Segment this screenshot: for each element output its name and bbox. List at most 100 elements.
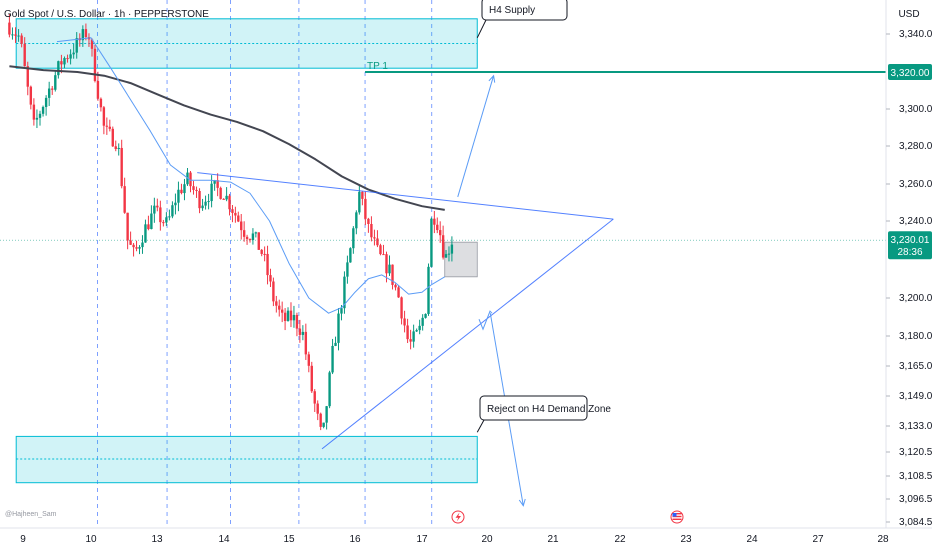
candles [8,13,454,431]
candle-body-33 [108,126,112,129]
candle-body-50 [159,207,162,223]
current-price-tag [888,231,932,260]
candle-body-88 [272,281,275,302]
time-tick-label-0: 9 [20,534,26,545]
price-tick-label-5: 3,200.00 [899,293,932,304]
candle-body-137 [418,325,421,331]
candle-body-9 [35,117,39,120]
time-tick-label-1: 10 [85,534,97,545]
price-axis-ticks[interactable]: 3,340.00 3,300.00 3,280.00 3,260.00 3,240.00… [886,29,932,528]
callouts: H4 Supply Reject on H4 Demand Zone [476,0,611,433]
candle-body-114 [349,248,352,263]
candle-body-10 [38,113,42,118]
candle-body-43 [138,247,141,249]
candle-body-131 [400,297,403,319]
price-tick-label-4: 3,240.00 [899,216,932,227]
candle-body-89 [275,301,278,306]
time-axis-ticks[interactable]: 9 10 13 14 15 16 17 20 21 22 23 24 27 28 [20,534,889,545]
candle-body-106 [325,406,328,423]
time-tick-label-6: 17 [416,534,428,545]
candle-body-112 [343,276,346,309]
current-price-label: 3,230.01 [891,235,930,246]
candle-body-58 [183,184,186,194]
current-price-countdown: 28:36 [897,247,922,258]
candle-body-143 [436,224,439,231]
candle-body-8 [32,104,36,120]
candle-body-80 [248,239,252,241]
candle-body-133 [406,325,409,340]
drawings: TP 1 [197,61,886,507]
candle-body-49 [156,205,159,208]
candle-body-38 [123,186,126,213]
price-axis-background [886,0,932,528]
time-tick-label-4: 15 [283,534,295,545]
candle-body-0 [8,22,11,35]
currency-label: USD [898,9,919,20]
candle-body-146 [444,254,448,258]
candle-body-64 [201,205,204,209]
candle-body-71 [222,198,225,200]
candle-body-6 [26,66,29,87]
candle-body-21 [72,52,75,55]
candle-body-51 [162,222,165,224]
projection-arrowhead-bear-path [518,498,526,507]
candle-body-115 [352,228,355,249]
candle-body-41 [132,244,135,248]
candle-body-19 [66,58,69,60]
candle-body-65 [204,201,207,206]
candle-body-55 [174,202,177,206]
candle-body-68 [213,180,216,184]
candle-body-93 [286,310,290,321]
price-tick-label-7: 3,165.00 [899,361,932,372]
candle-body-20 [69,54,72,59]
candle-body-32 [105,125,109,127]
candle-body-54 [171,205,174,217]
candle-body-31 [102,107,106,126]
candle-body-81 [251,233,255,240]
candle-body-60 [189,172,192,187]
candle-body-122 [373,237,376,239]
time-tick-label-11: 24 [746,534,758,545]
candle-body-83 [257,232,260,250]
candle-body-13 [47,88,51,98]
us-flag-event-icon[interactable] [670,510,684,524]
price-tick-label-2: 3,280.00 [899,141,932,152]
candle-body-141 [430,218,433,267]
candle-body-101 [310,365,313,392]
candle-body-2 [14,34,17,36]
candle-body-35 [114,146,117,150]
projection-arrowhead-bull-path [488,74,496,83]
time-tick-label-12: 27 [812,534,824,545]
candle-body-37 [120,147,123,187]
candle-body-25 [84,29,88,38]
time-tick-label-13: 28 [877,534,889,545]
time-axis-background [0,528,932,550]
candle-body-74 [231,209,234,213]
candle-body-17 [60,61,63,65]
candle-body-42 [135,247,138,249]
candle-body-18 [63,58,66,65]
time-tick-label-2: 13 [151,534,163,545]
candle-body-148 [450,244,454,254]
candle-body-127 [388,264,391,274]
candle-body-34 [111,128,114,147]
candle-body-57 [180,189,183,194]
projection-bull-path [457,75,495,198]
tp-price-tag-label: 3,320.00 [891,68,930,79]
candle-body-76 [237,215,240,222]
candle-body-11 [41,106,45,114]
price-tick-label-9: 3,133.00 [899,421,932,432]
candle-body-124 [379,245,382,255]
candle-body-70 [219,187,222,199]
candle-body-102 [313,391,316,404]
candle-body-36 [117,147,120,150]
candle-body-99 [304,331,308,355]
price-tick-label-0: 3,340.00 [899,29,932,40]
lightning-event-icon[interactable] [451,510,465,524]
candle-body-119 [364,198,367,219]
candle-body-63 [198,191,201,209]
candle-body-75 [234,212,237,216]
candle-body-82 [254,232,258,234]
